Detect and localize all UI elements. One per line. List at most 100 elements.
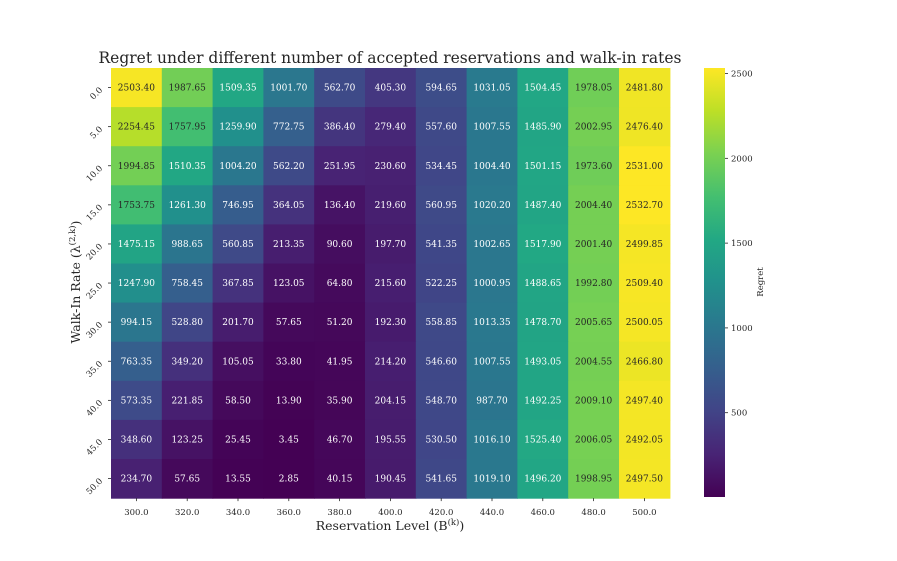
- cell-value-label: 1247.90: [118, 279, 155, 289]
- heatmap-cell: [619, 263, 671, 304]
- cell-value-label: 58.50: [225, 396, 251, 406]
- heatmap-cell: [212, 263, 264, 304]
- cell-value-label: 2004.40: [575, 201, 612, 211]
- heatmap-cell: [263, 185, 315, 225]
- heatmap-cell: [619, 380, 671, 421]
- colorbar-tick-label: 500: [731, 409, 747, 419]
- cell-value-label: 2499.85: [626, 240, 663, 250]
- cell-value-label: 35.90: [327, 396, 353, 406]
- heatmap-cell: [111, 302, 163, 343]
- heatmap-cell: [517, 380, 569, 421]
- cell-value-label: 136.40: [324, 201, 356, 211]
- cell-value-label: 522.25: [425, 279, 457, 289]
- cell-value-label: 234.70: [121, 475, 153, 485]
- heatmap-cell: [365, 107, 417, 147]
- cell-value-label: 1478.70: [524, 318, 561, 328]
- cell-value-label: 560.85: [222, 240, 254, 250]
- cell-value-label: 192.30: [375, 318, 407, 328]
- cell-value-label: 530.50: [425, 435, 457, 445]
- heatmap-cell: [466, 380, 518, 421]
- x-axis-ticks: 300.0 320.0 340.0 360.0 380.0 400.0 420.0 440.0…: [124, 498, 657, 518]
- cell-value-label: 1485.90: [524, 123, 561, 133]
- heatmap-cell: [365, 68, 417, 108]
- heatmap-cell: [415, 224, 468, 265]
- cell-value-label: 2492.05: [626, 435, 663, 445]
- cell-value-label: 746.95: [222, 201, 254, 211]
- heatmap-cell: [568, 185, 620, 225]
- cell-value-label: 1496.20: [524, 475, 561, 485]
- y-tick-label: 5.0: [88, 125, 105, 142]
- cell-value-label: 230.60: [375, 162, 407, 172]
- y-tick-label: 35.0: [85, 359, 105, 379]
- heatmap-cells: [111, 68, 671, 499]
- heatmap-cell: [466, 107, 518, 147]
- cell-value-label: 1493.05: [524, 357, 561, 367]
- cell-value-label: 40.15: [327, 475, 353, 485]
- cell-value-label: 386.40: [324, 123, 356, 133]
- heatmap-cell: [568, 341, 620, 382]
- cell-value-label: 758.45: [171, 279, 203, 289]
- heatmap-cell: [517, 302, 569, 343]
- cell-value-label: 1031.05: [473, 84, 510, 94]
- cell-value-label: 763.35: [121, 357, 153, 367]
- colorbar-tick-label: 2500: [731, 70, 753, 80]
- cell-value-label: 1757.95: [169, 123, 206, 133]
- cell-value-label: 123.25: [171, 435, 203, 445]
- cell-value-label: 2002.95: [575, 123, 612, 133]
- heatmap-cell: [263, 224, 315, 265]
- cell-value-label: 201.70: [222, 318, 254, 328]
- x-tick-label: 360.0: [277, 508, 301, 518]
- heatmap-cell: [161, 224, 214, 265]
- cell-value-label: 1000.95: [473, 279, 510, 289]
- cell-value-label: 594.65: [425, 84, 457, 94]
- x-axis-label: Reservation Level (B(k)): [316, 517, 465, 533]
- heatmap-cell: [263, 380, 315, 421]
- heatmap-cell: [263, 146, 315, 186]
- cell-value-label: 1525.40: [524, 435, 561, 445]
- y-tick-label: 20.0: [85, 242, 105, 262]
- heatmap-cell: [212, 380, 264, 421]
- heatmap-cell: [619, 341, 671, 382]
- heatmap-cell: [517, 185, 569, 225]
- heatmap-cell: [314, 146, 366, 186]
- cell-value-label: 772.75: [273, 123, 305, 133]
- heatmap-cell: [212, 302, 264, 343]
- cell-value-label: 1019.10: [473, 475, 510, 485]
- heatmap-cell: [314, 341, 366, 382]
- heatmap-cell: [314, 302, 366, 343]
- cell-value-label: 46.70: [327, 435, 353, 445]
- heatmap-cell: [161, 107, 214, 147]
- cell-value-label: 190.45: [375, 475, 407, 485]
- cell-value-label: 13.90: [276, 396, 302, 406]
- x-tick-label: 380.0: [327, 508, 351, 518]
- cell-value-label: 2009.10: [575, 396, 612, 406]
- cell-value-label: 213.35: [273, 240, 305, 250]
- cell-value-label: 25.45: [225, 435, 251, 445]
- colorbar-tick-label: 1500: [731, 239, 753, 249]
- heatmap-cell: [161, 419, 214, 460]
- heatmap-cell: [365, 419, 417, 460]
- cell-value-label: 573.35: [121, 396, 153, 406]
- cell-value-label: 197.70: [375, 240, 407, 250]
- heatmap-cell: [619, 68, 671, 108]
- heatmap-cell: [517, 224, 569, 265]
- heatmap-cell: [415, 185, 468, 225]
- x-tick-label: 400.0: [378, 508, 402, 518]
- heatmap-cell: [365, 146, 417, 186]
- cell-value-label: 105.05: [222, 357, 254, 367]
- heatmap-cell: [365, 459, 417, 499]
- x-tick-label: 480.0: [581, 508, 605, 518]
- heatmap-cell: [517, 419, 569, 460]
- heatmap-cell: [212, 224, 264, 265]
- heatmap-cell: [466, 459, 518, 499]
- cell-value-label: 1261.30: [169, 201, 206, 211]
- cell-value-label: 2254.45: [118, 123, 155, 133]
- heatmap-cell: [161, 185, 214, 225]
- cell-value-label: 562.70: [324, 84, 356, 94]
- cell-value-label: 251.95: [324, 162, 356, 172]
- heatmap-cell: [619, 107, 671, 147]
- heatmap-cell: [466, 341, 518, 382]
- heatmap-cell: [365, 341, 417, 382]
- cell-value-label: 548.70: [425, 396, 457, 406]
- heatmap-cell: [263, 68, 315, 108]
